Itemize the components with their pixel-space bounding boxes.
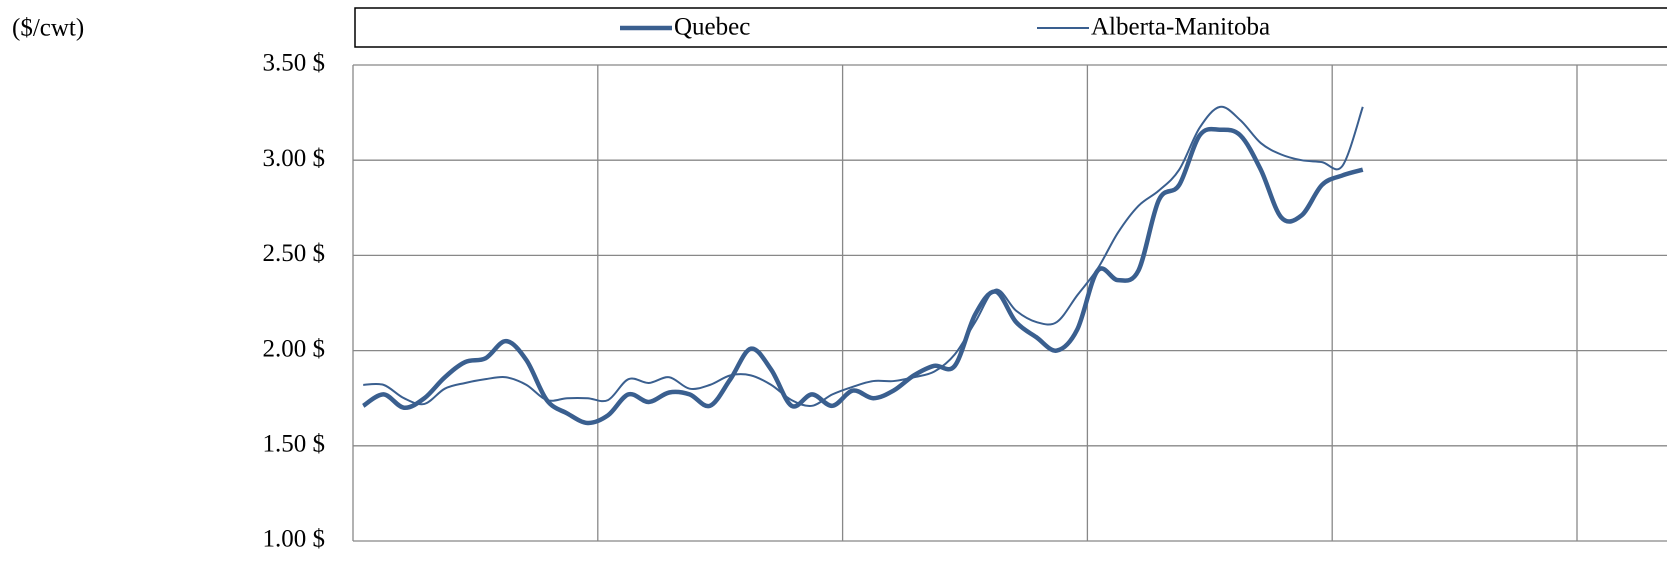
y-tick-label: 3.50 $ <box>263 50 326 77</box>
legend-label: Quebec <box>674 14 750 41</box>
legend-label: Alberta-Manitoba <box>1091 14 1270 41</box>
legend-box <box>354 7 1667 48</box>
y-tick-label: 2.50 $ <box>263 240 326 267</box>
y-tick-label: 3.00 $ <box>263 145 326 172</box>
y-tick-label: 2.00 $ <box>263 335 326 362</box>
line-series <box>363 105 1364 407</box>
y-tick-label: 1.00 $ <box>263 526 326 553</box>
line-series <box>361 126 1364 426</box>
y-axis-label: ($/cwt) <box>12 15 84 42</box>
y-tick-label: 1.50 $ <box>263 431 326 458</box>
